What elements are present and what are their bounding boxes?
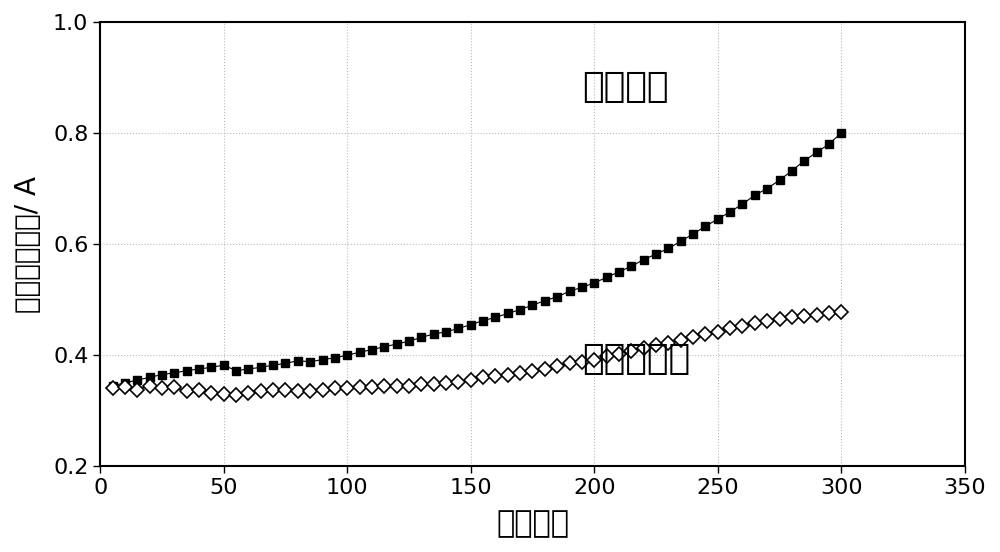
- X-axis label: 循环次数: 循环次数: [496, 509, 569, 538]
- Y-axis label: 充电末期电流/ A: 充电末期电流/ A: [14, 176, 42, 312]
- Text: 本发明隔板: 本发明隔板: [582, 342, 690, 376]
- Text: 普通隔板: 普通隔板: [582, 70, 668, 104]
